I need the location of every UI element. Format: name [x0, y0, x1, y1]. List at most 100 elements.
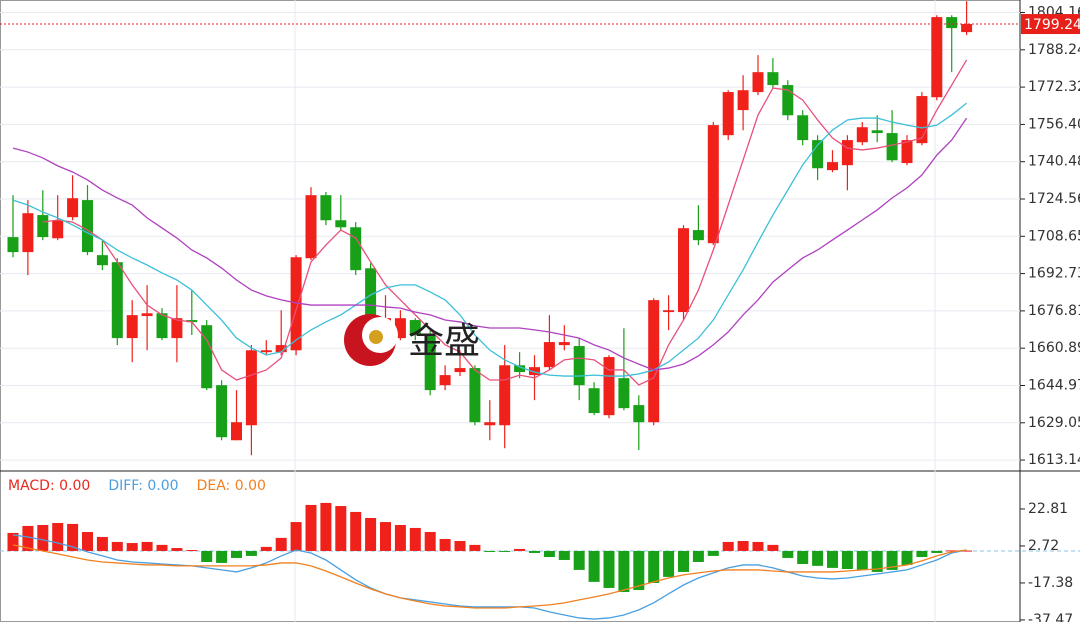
- candle-body: [871, 130, 883, 134]
- macd-bar: [409, 527, 421, 551]
- macd-bar: [260, 546, 272, 551]
- candle-body: [484, 422, 496, 426]
- candle-body: [752, 72, 764, 93]
- macd-bar: [365, 518, 377, 551]
- macd-bar: [841, 550, 853, 569]
- candle-body: [156, 313, 168, 339]
- watermark-text: 金盛: [408, 321, 480, 362]
- y-tick-label: 1676.81: [1028, 303, 1080, 319]
- macd-bar: [871, 550, 883, 572]
- candle-body: [245, 350, 257, 426]
- macd-bar: [439, 538, 451, 551]
- macd-bar: [499, 550, 511, 552]
- candle-body: [916, 96, 928, 144]
- candle-body: [901, 140, 913, 164]
- macd-bar: [812, 550, 824, 566]
- y-tick-label: -17.38: [1028, 575, 1073, 591]
- y-tick-label: 1708.65: [1028, 228, 1080, 244]
- candle-body: [424, 335, 436, 391]
- macd-bar: [767, 544, 779, 551]
- macd-bar: [22, 525, 34, 551]
- candle-body: [633, 405, 645, 423]
- y-tick-label: 1724.56: [1028, 191, 1080, 207]
- candle-body: [678, 228, 689, 313]
- candle-body: [603, 357, 615, 416]
- macd-bar: [469, 544, 481, 551]
- candle-body: [7, 237, 19, 253]
- macd-bar: [201, 550, 213, 562]
- candle-body: [111, 262, 123, 339]
- candle-body: [216, 385, 228, 438]
- candle-body: [707, 125, 719, 244]
- candle-body: [856, 127, 868, 143]
- macd-line: [12, 544, 967, 609]
- y-tick-label: -37.47: [1028, 612, 1073, 622]
- candle-body: [543, 342, 555, 368]
- macd-bar: [618, 550, 630, 592]
- macd-bar: [82, 532, 93, 551]
- candle-body: [514, 365, 526, 373]
- macd-bar: [737, 541, 749, 551]
- candle-body: [439, 375, 451, 386]
- candle-body: [320, 195, 332, 221]
- candle-body: [126, 315, 138, 339]
- macd-bar: [305, 504, 317, 551]
- macd-bar: [380, 522, 391, 551]
- macd-bar: [186, 550, 198, 552]
- macd-bar: [335, 506, 347, 551]
- macd-bar: [573, 550, 585, 570]
- macd-bar: [543, 550, 555, 558]
- macd-bar: [558, 550, 570, 560]
- macd-bar: [588, 550, 600, 582]
- macd-bar: [126, 543, 138, 551]
- macd-bar: [931, 550, 943, 553]
- macd-bar: [171, 548, 183, 551]
- y-tick-label: 1644.97: [1028, 377, 1080, 393]
- candle-body: [186, 320, 198, 323]
- macd-bar: [156, 544, 168, 551]
- logo-dot: [369, 330, 383, 344]
- candle-body: [290, 257, 302, 351]
- macd-bar: [96, 536, 108, 551]
- macd-bar: [752, 541, 764, 551]
- watermark-logo: [344, 314, 398, 366]
- candle-body: [37, 215, 49, 238]
- candle-body: [767, 72, 779, 86]
- candle-body: [886, 133, 898, 161]
- last-price-label: 1799.24: [1024, 17, 1080, 33]
- macd-bar: [529, 550, 540, 553]
- candle-body: [454, 368, 466, 373]
- macd-bar: [320, 502, 332, 551]
- macd-bar: [514, 548, 526, 551]
- legend-entry: DIFF: 0.00: [108, 478, 178, 494]
- candle-body: [499, 365, 511, 426]
- candle-body: [409, 320, 421, 336]
- y-tick-label: 1740.48: [1028, 154, 1080, 170]
- macd-bar: [37, 525, 49, 551]
- macd-bar: [290, 522, 302, 551]
- macd-bar: [827, 550, 838, 568]
- candle-body: [335, 220, 347, 228]
- candle-body: [573, 346, 585, 386]
- macd-bar: [275, 537, 287, 551]
- macd-bar: [633, 550, 645, 590]
- macd-bar: [946, 550, 958, 552]
- candle-body: [141, 313, 153, 317]
- macd-bar: [141, 541, 153, 551]
- candle-body: [692, 230, 704, 241]
- macd-bar: [797, 550, 809, 565]
- candle-body: [201, 325, 213, 389]
- macd-bar: [245, 550, 257, 556]
- candle-body: [171, 318, 183, 339]
- candle-body: [82, 200, 93, 253]
- candle-body: [231, 422, 242, 441]
- macd-bar: [231, 550, 242, 558]
- macd-bar: [111, 541, 123, 551]
- macd-bar: [782, 550, 794, 558]
- candle-body: [588, 388, 600, 414]
- legend-entry: MACD: 0.00: [8, 478, 90, 494]
- candle-body: [827, 162, 838, 171]
- macd-bar: [886, 550, 898, 570]
- macd-bar: [603, 550, 615, 588]
